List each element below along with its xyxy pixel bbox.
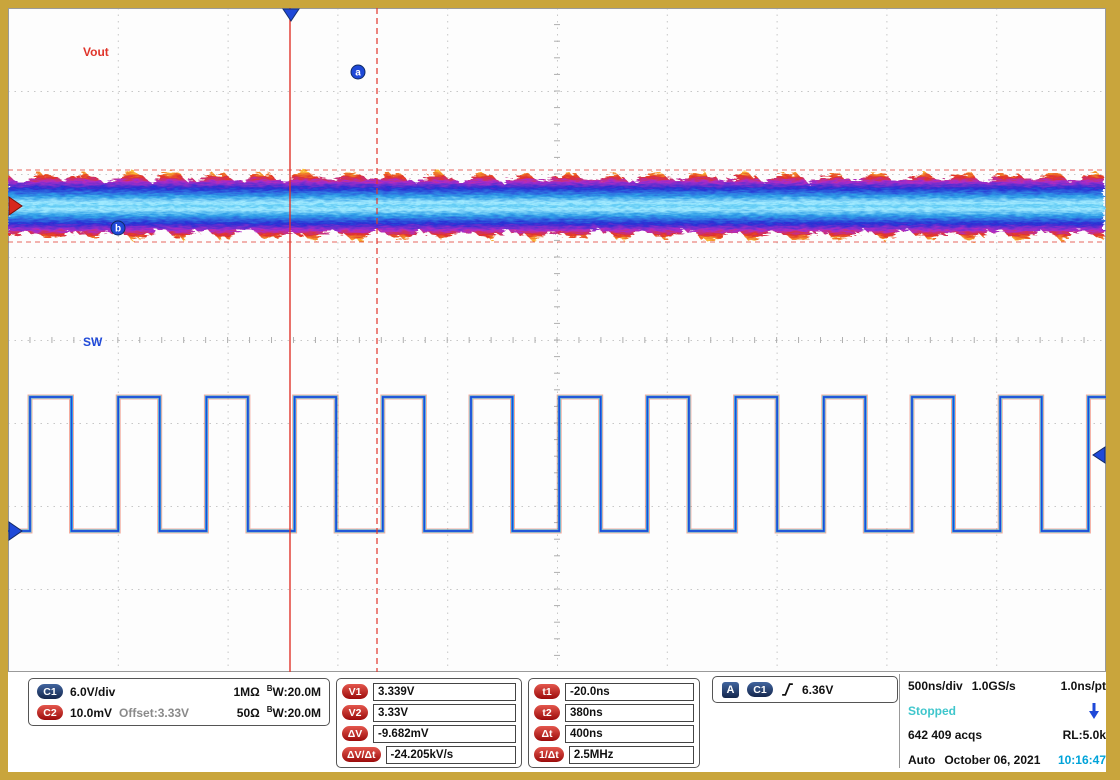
t1-value: -20.0ns <box>565 682 694 701</box>
ch1-position-marker[interactable] <box>8 521 23 541</box>
bw-sup: B <box>266 705 273 714</box>
dv-row: ΔV -9.682mV <box>342 724 516 743</box>
v1-badge[interactable]: V1 <box>342 684 368 699</box>
trigger-position-marker[interactable] <box>282 8 300 22</box>
trigger-readout-box: A C1 6.36V <box>712 676 898 703</box>
v1-value: 3.339V <box>373 682 516 701</box>
timebase-row: 500ns/div 1.0GS/s 1.0ns/pt <box>908 677 1106 695</box>
acquisition-status: Stopped <box>908 703 956 718</box>
time-cursor-box: t1 -20.0ns t2 380ns Δt 400ns 1/Δt 2.5MHz <box>528 678 700 768</box>
invdt-value: 2.5MHz <box>568 745 694 764</box>
date-label: October 06, 2021 <box>944 752 1041 767</box>
sample-rate-value: 1.0GS/s <box>971 679 1016 693</box>
ch2-offset: Offset:3.33V <box>119 705 190 720</box>
acq-count-row: 642 409 acqs RL:5.0k <box>908 726 1106 744</box>
graticule-border <box>8 8 1106 672</box>
vout-ripple-waveform <box>8 170 1104 242</box>
v2-badge[interactable]: V2 <box>342 705 368 720</box>
dv-value: -9.682mV <box>373 724 516 743</box>
scroll-down-arrow-icon[interactable] <box>1088 702 1100 720</box>
dt-value: 400ns <box>565 724 694 743</box>
t1-badge[interactable]: t1 <box>534 684 560 699</box>
sw-label: SW <box>83 335 103 349</box>
trigger-mode-badge[interactable]: A <box>722 681 739 698</box>
ch2-scale: 10.0mV <box>70 705 113 720</box>
t2-badge[interactable]: t2 <box>534 705 560 720</box>
rising-edge-icon <box>782 683 793 696</box>
vout-label: Vout <box>83 45 109 59</box>
v2-value: 3.33V <box>373 703 516 722</box>
panel-divider <box>899 674 900 768</box>
timebase-value: 500ns/div <box>908 679 963 693</box>
ch1-settings-row: C1 6.0V/div 1MΩ BW:20.0M <box>37 683 321 700</box>
ch2-bandwidth: BW:20.0M <box>267 705 321 720</box>
center-axis-ticks <box>8 8 1106 672</box>
ch1-badge[interactable]: C1 <box>37 684 63 699</box>
trigger-mode-label: Auto <box>908 752 936 767</box>
resolution-value: 1.0ns/pt <box>1060 679 1106 693</box>
ch2-settings-row: C2 10.0mV Offset:3.33V 50Ω BW:20.0M <box>37 704 321 721</box>
annotation-a-circle <box>350 64 366 80</box>
sw-waveform <box>8 396 1106 532</box>
ch1-bandwidth: BW:20.0M <box>267 684 321 699</box>
record-length: RL:5.0k <box>1062 728 1106 743</box>
voltage-cursor-box: V1 3.339V V2 3.33V ΔV -9.682mV ΔV/Δt -24… <box>336 678 522 768</box>
ch2-badge[interactable]: C2 <box>37 705 63 720</box>
horizontal-acquisition-box: 500ns/div 1.0GS/s 1.0ns/pt Stopped 642 4… <box>908 677 1106 769</box>
bw-sup: B <box>266 684 273 693</box>
sw-waveform-fringe <box>8 394 1106 534</box>
v2-row: V2 3.33V <box>342 703 516 722</box>
dt-row: Δt 400ns <box>534 724 694 743</box>
readout-panel: C1 6.0V/div 1MΩ BW:20.0M C2 10.0mV Offse… <box>8 672 1106 772</box>
trigger-source-badge[interactable]: C1 <box>747 682 773 697</box>
v1-row: V1 3.339V <box>342 682 516 701</box>
annotation-b-letter: b <box>115 224 121 235</box>
acq-status-row: Stopped <box>908 702 1106 720</box>
channel-settings-box: C1 6.0V/div 1MΩ BW:20.0M C2 10.0mV Offse… <box>28 678 330 726</box>
dvdt-row: ΔV/Δt -24.205kV/s <box>342 745 516 764</box>
annotation-b-circle <box>110 220 126 236</box>
ch2-position-marker[interactable] <box>8 196 23 216</box>
dvdt-value: -24.205kV/s <box>385 745 516 764</box>
acquisition-count: 642 409 acqs <box>908 728 983 743</box>
bw-body: W:20.0M <box>272 685 321 699</box>
bw-body: W:20.0M <box>272 706 321 720</box>
ch1-scale: 6.0V/div <box>70 684 116 699</box>
ch1-impedance: 1MΩ <box>233 684 260 699</box>
invdt-row: 1/Δt 2.5MHz <box>534 745 694 764</box>
t2-row: t2 380ns <box>534 703 694 722</box>
t1-row: t1 -20.0ns <box>534 682 694 701</box>
time-label: 10:16:47 <box>1057 752 1106 767</box>
waveform-canvas: Vout SW a b <box>8 8 1106 672</box>
dt-badge[interactable]: Δt <box>534 726 560 741</box>
t2-value: 380ns <box>565 703 694 722</box>
ch2-impedance: 50Ω <box>236 705 260 720</box>
invdt-badge[interactable]: 1/Δt <box>534 747 564 762</box>
dv-badge[interactable]: ΔV <box>342 726 368 741</box>
trigger-level-marker[interactable] <box>1092 446 1106 464</box>
waveform-display-area: Vout SW a b <box>8 8 1106 672</box>
dvdt-badge[interactable]: ΔV/Δt <box>342 747 381 762</box>
trigger-level-value: 6.36V <box>802 682 834 697</box>
datetime-row: Auto October 06, 2021 10:16:47 <box>908 751 1106 769</box>
annotation-a-letter: a <box>355 68 361 79</box>
